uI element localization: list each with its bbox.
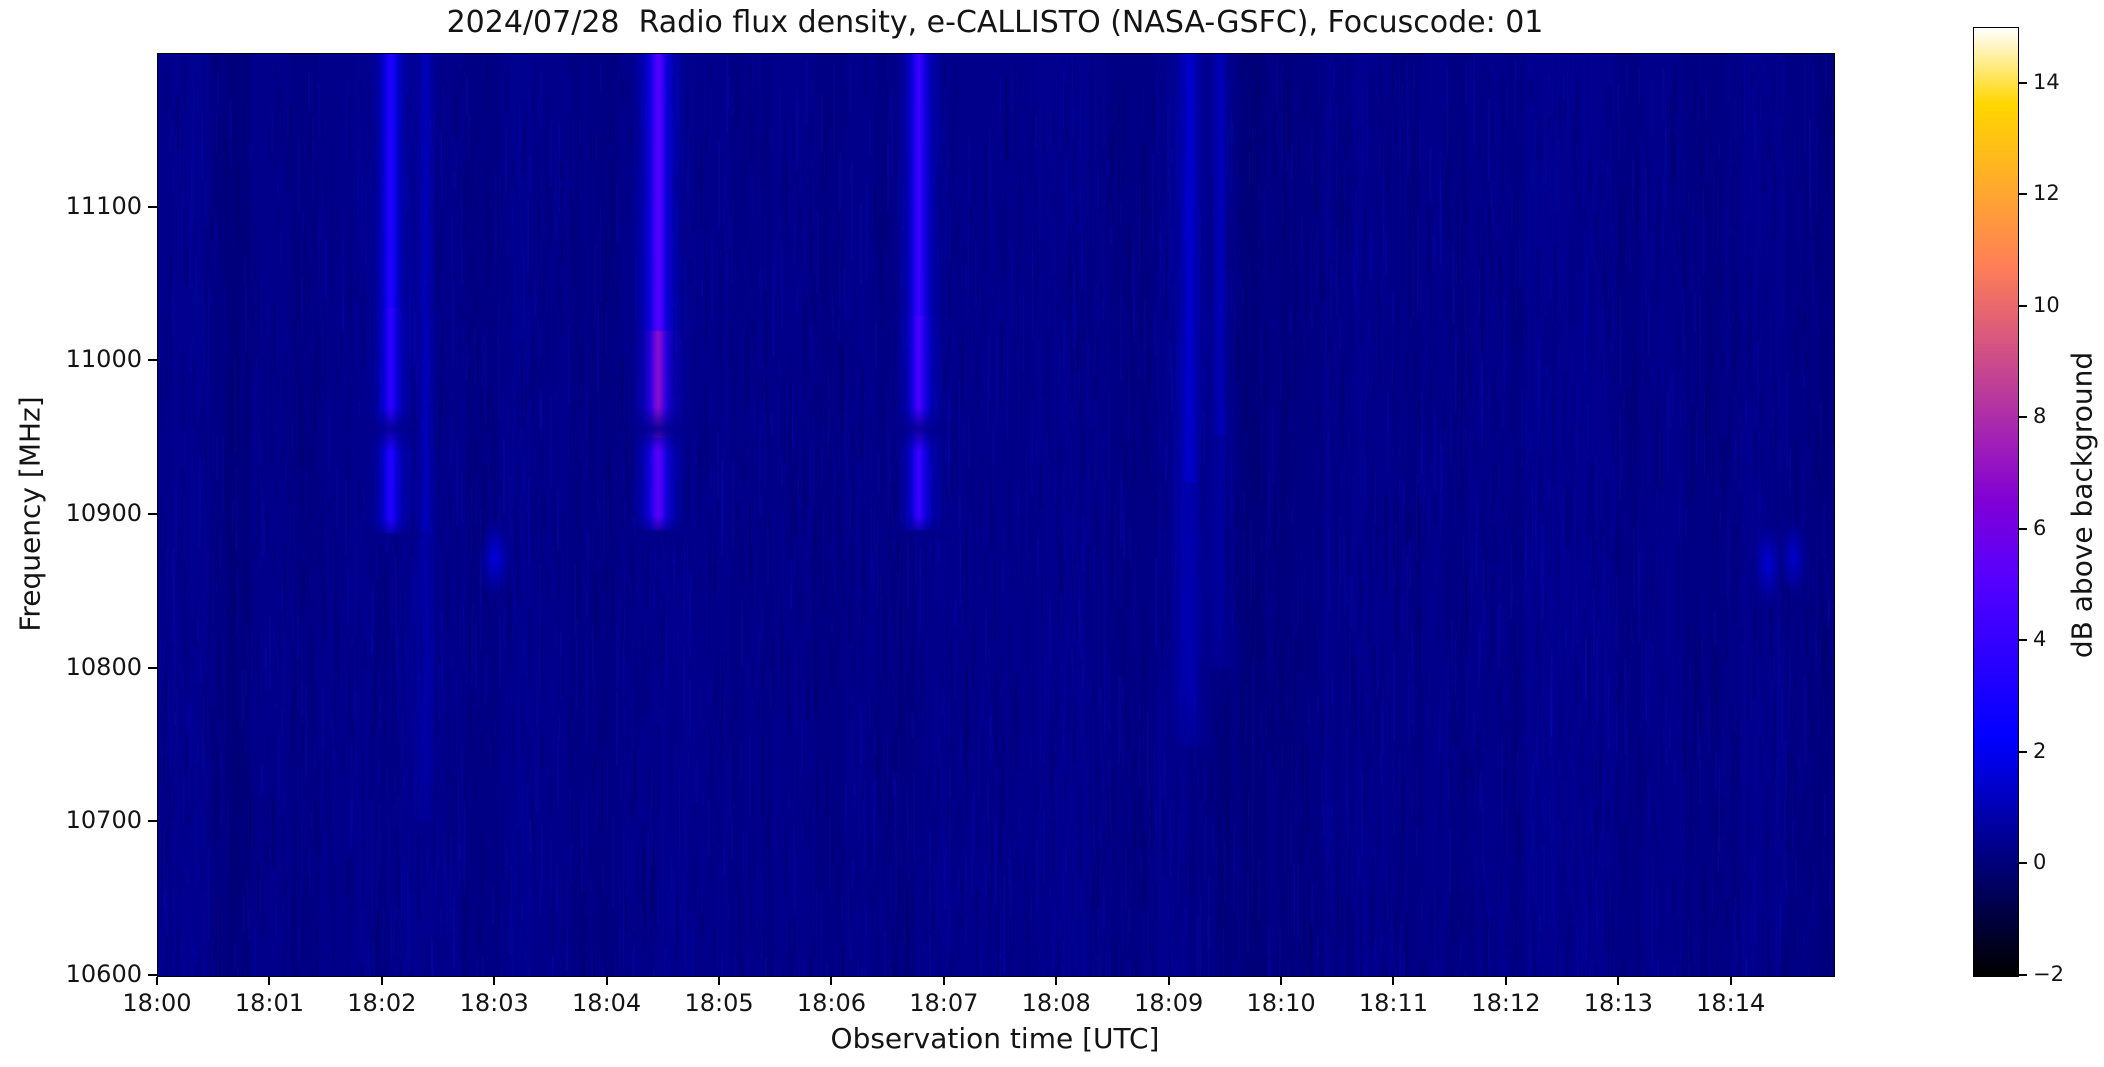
colorbar-tick-label: 8 [2033,404,2047,429]
colorbar-tick-mark [2019,862,2027,865]
y-tick-label: 10700 [65,806,142,835]
colorbar-tick-mark [2019,193,2027,196]
x-tick-label: 18:09 [1134,989,1204,1017]
y-tick-mark [148,359,157,362]
x-tick-label: 18:04 [572,989,642,1017]
colorbar-tick-mark [2019,527,2027,530]
plot-area [157,53,1835,977]
colorbar-tick-label: 14 [2033,69,2060,94]
y-tick-label: 10800 [65,652,142,681]
x-tick-label: 18:01 [234,989,304,1017]
x-tick-mark [1167,977,1170,985]
colorbar-tick-label: 4 [2033,627,2047,652]
x-tick-label: 18:12 [1471,989,1541,1017]
y-tick-mark [148,820,157,823]
colorbar-canvas [1974,28,2018,976]
x-tick-label: 18:14 [1696,989,1766,1017]
x-tick-mark [268,977,271,985]
y-tick-mark [148,666,157,669]
x-tick-mark [718,977,721,985]
colorbar-tick-mark [2019,750,2027,753]
y-tick-mark [148,205,157,208]
x-tick-mark [942,977,945,985]
colorbar-tick-mark [2019,81,2027,84]
y-tick-mark [148,974,157,976]
y-tick-mark [148,513,157,515]
y-tick-label: 11100 [65,191,142,220]
colorbar-label: dB above background [2065,351,2099,659]
colorbar-tick-mark [2019,304,2027,307]
x-tick-label: 18:05 [684,989,754,1017]
colorbar-tick-label: −2 [2033,962,2064,986]
x-tick-label: 18:10 [1246,989,1316,1017]
y-tick-label: 10600 [65,960,142,988]
spectrogram-canvas [158,54,1834,976]
x-tick-mark [1392,977,1395,985]
colorbar-tick-mark [2019,416,2027,419]
x-axis-label: Observation time [UTC] [830,1022,1160,1055]
x-tick-mark [156,977,158,985]
x-tick-mark [1617,977,1620,985]
x-tick-mark [1055,977,1058,985]
x-tick-mark [1729,977,1732,985]
colorbar-tick-label: 0 [2033,850,2047,875]
colorbar-tick-label: 6 [2033,515,2047,540]
x-tick-label: 18:06 [796,989,867,1017]
x-tick-mark [830,977,833,985]
y-tick-label: 10900 [65,499,142,527]
colorbar-tick-label: 12 [2033,181,2060,206]
x-tick-mark [1280,977,1283,985]
x-tick-mark [605,977,608,985]
x-tick-label: 18:07 [909,989,979,1017]
x-tick-mark [1504,977,1507,985]
colorbar-tick-label: 10 [2033,292,2060,317]
x-tick-label: 18:03 [459,989,529,1017]
colorbar-tick-mark [2019,974,2027,976]
x-tick-label: 18:08 [1021,989,1091,1017]
x-tick-label: 18:13 [1583,989,1653,1017]
x-tick-mark [493,977,496,985]
x-tick-label: 18:02 [347,989,417,1017]
x-tick-mark [380,977,383,985]
chart-title: 2024/07/28 Radio flux density, e-CALLIST… [446,5,1544,40]
x-tick-label: 18:11 [1358,989,1429,1017]
y-tick-label: 11000 [65,345,142,374]
x-tick-label: 18:00 [122,989,192,1017]
colorbar [1973,27,2019,977]
colorbar-tick-label: 2 [2033,738,2047,763]
colorbar-tick-mark [2019,639,2027,642]
